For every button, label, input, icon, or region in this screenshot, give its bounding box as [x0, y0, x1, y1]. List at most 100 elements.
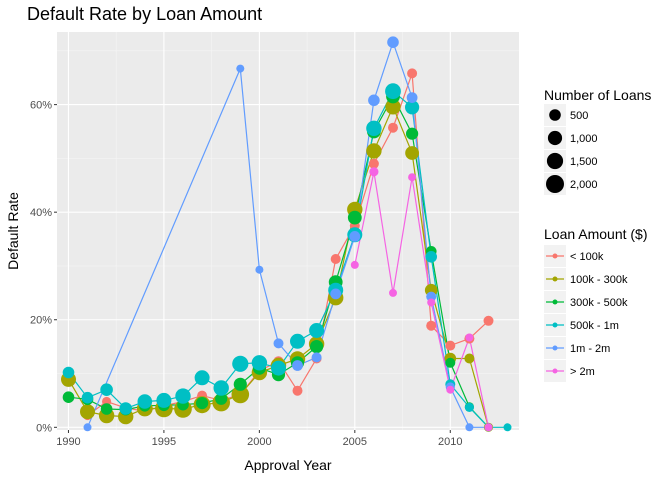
color-legend-dot: [552, 253, 558, 259]
data-point: [427, 298, 436, 307]
data-point: [347, 210, 362, 225]
data-point: [233, 377, 247, 391]
data-point: [231, 385, 250, 404]
data-point: [405, 100, 420, 115]
x-tick-label: 2005: [343, 436, 367, 448]
x-axis-title: Approval Year: [244, 457, 332, 473]
data-point: [385, 99, 401, 115]
data-point: [426, 291, 437, 302]
data-point: [81, 391, 94, 404]
data-point: [255, 265, 264, 274]
data-point: [406, 92, 418, 103]
data-point: [215, 392, 228, 405]
data-point: [368, 158, 379, 169]
data-point: [464, 353, 475, 364]
data-point: [406, 127, 419, 140]
data-point: [349, 231, 361, 242]
y-tick-label: 40%: [30, 207, 52, 219]
series-points: [61, 36, 512, 432]
data-point: [464, 402, 474, 412]
axes: 1990 1995 2000 2005 2010 0% 20% 40% 60%: [30, 100, 463, 448]
data-point: [445, 357, 456, 368]
y-tick-label: 60%: [30, 100, 52, 112]
color-legend-label: 1m - 2m: [570, 343, 610, 355]
data-point: [213, 380, 229, 396]
data-point: [236, 64, 245, 73]
data-point: [310, 340, 324, 354]
data-point: [366, 120, 382, 136]
data-point: [484, 423, 493, 432]
data-point: [388, 122, 398, 133]
data-point: [62, 391, 75, 404]
size-legend-label: 1,500: [570, 156, 598, 168]
data-point: [368, 94, 380, 107]
color-legend-label: 500k - 1m: [570, 320, 619, 332]
size-legend-label: 500: [570, 110, 588, 122]
chart-title: Default Rate by Loan Amount: [27, 4, 263, 24]
x-tick-label: 2010: [438, 436, 462, 448]
data-point: [251, 355, 268, 371]
x-tick-label: 1990: [56, 436, 80, 448]
size-legend-label: 2,000: [570, 179, 598, 191]
data-point: [483, 315, 494, 326]
data-point: [385, 83, 401, 100]
data-point: [445, 340, 456, 351]
size-legend-label: 1,000: [570, 133, 598, 145]
data-point: [292, 385, 303, 396]
series-line: [354, 171, 490, 428]
data-point: [366, 143, 382, 159]
data-point: [137, 394, 153, 409]
x-tick-label: 2000: [247, 436, 271, 448]
color-legend-dot: [552, 368, 558, 374]
data-point: [100, 383, 113, 397]
legend: Number of Loans 500 1,000 1,500 2,000 Loan …: [544, 87, 651, 382]
color-legend-label: 300k - 500k: [570, 297, 628, 309]
size-legend-title: Number of Loans: [544, 87, 651, 103]
data-point: [271, 360, 286, 376]
data-point: [408, 173, 417, 182]
y-tick-label: 20%: [30, 315, 52, 327]
size-legend: 500 1,000 1,500 2,000: [544, 104, 598, 195]
data-point: [405, 146, 419, 160]
data-point: [446, 385, 455, 394]
y-tick-label: 0%: [36, 422, 52, 434]
data-point: [389, 288, 397, 297]
x-tick-label: 1995: [152, 436, 176, 448]
y-axis-title: Default Rate: [5, 192, 21, 270]
data-point: [426, 320, 437, 331]
color-legend-dot: [552, 299, 558, 305]
panel-background: [57, 32, 519, 430]
color-legend-title: Loan Amount ($): [544, 226, 648, 242]
data-point: [350, 260, 359, 269]
color-legend-label: < 100k: [570, 251, 604, 263]
data-point: [175, 388, 191, 404]
data-point: [196, 397, 209, 410]
color-legend: < 100k 100k - 300k 300k - 500k 500k - 1m 1m …: [544, 245, 628, 382]
data-point: [194, 370, 210, 386]
data-point: [80, 404, 95, 420]
data-point: [119, 402, 132, 415]
data-point: [311, 352, 322, 363]
size-legend-dot: [546, 152, 564, 170]
data-point: [290, 333, 305, 349]
color-legend-dot: [552, 345, 558, 351]
size-legend-dot: [547, 130, 563, 146]
data-point: [83, 423, 92, 432]
data-point: [465, 423, 474, 432]
data-point: [62, 366, 75, 379]
data-point: [292, 360, 303, 371]
size-legend-dot: [549, 109, 561, 121]
color-legend-dot: [552, 322, 558, 328]
data-point: [465, 333, 474, 342]
data-point: [156, 392, 172, 408]
data-point: [425, 250, 438, 263]
size-legend-dot: [546, 175, 564, 193]
data-point: [100, 403, 113, 415]
data-point: [273, 338, 284, 349]
data-point: [232, 355, 249, 372]
color-legend-label: > 2m: [570, 366, 595, 378]
data-point: [330, 288, 342, 300]
data-point: [387, 36, 399, 48]
data-point: [503, 423, 512, 432]
